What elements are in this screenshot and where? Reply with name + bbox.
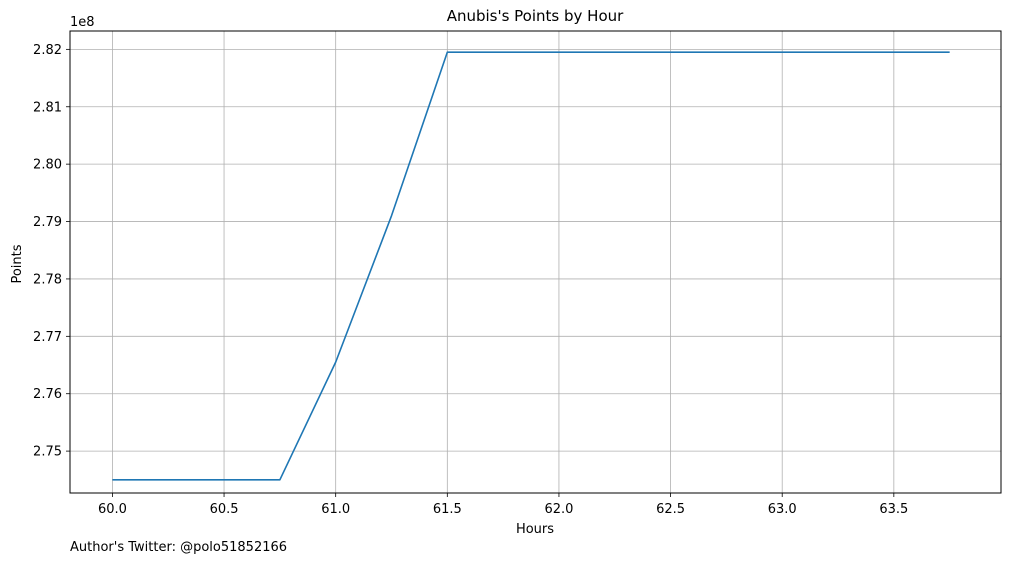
y-tick-label: 2.77	[33, 330, 62, 345]
x-tick-label: 62.5	[656, 502, 685, 517]
y-axis-offset-text: 1e8	[70, 15, 95, 30]
x-tick-label: 60.5	[210, 502, 239, 517]
series-layer	[112, 51, 950, 481]
plot-area-frame	[69, 30, 1002, 494]
y-tick-label: 2.82	[33, 43, 62, 58]
y-tick-label: 2.81	[33, 100, 62, 115]
x-tick-label: 60.0	[98, 502, 127, 517]
x-tick-label: 61.5	[433, 502, 462, 517]
y-tick-label: 2.76	[33, 387, 62, 402]
author-credit: Author's Twitter: @polo51852166	[70, 540, 287, 555]
y-tick-label: 2.75	[33, 445, 62, 460]
y-axis-label: Points	[10, 244, 25, 283]
y-tick-label: 2.78	[33, 272, 62, 287]
chart-title: Anubis's Points by Hour	[447, 7, 624, 25]
y-tick-label: 2.79	[33, 215, 62, 230]
x-axis-label: Hours	[516, 522, 554, 537]
x-tick-label: 63.5	[879, 502, 908, 517]
x-tick-label: 61.0	[321, 502, 350, 517]
y-axis-ticks: 2.75 2.76 2.77 2.78 2.79 2.80 2.81 2.82	[33, 43, 70, 460]
x-tick-label: 62.0	[544, 502, 573, 517]
x-tick-label: 63.0	[768, 502, 797, 517]
y-tick-label: 2.80	[33, 158, 62, 173]
series-line	[112, 51, 950, 481]
grid-lines	[70, 31, 1001, 493]
x-axis-ticks: 60.0 60.5 61.0 61.5 62.0 62.5 63.0 63.5	[98, 493, 908, 517]
